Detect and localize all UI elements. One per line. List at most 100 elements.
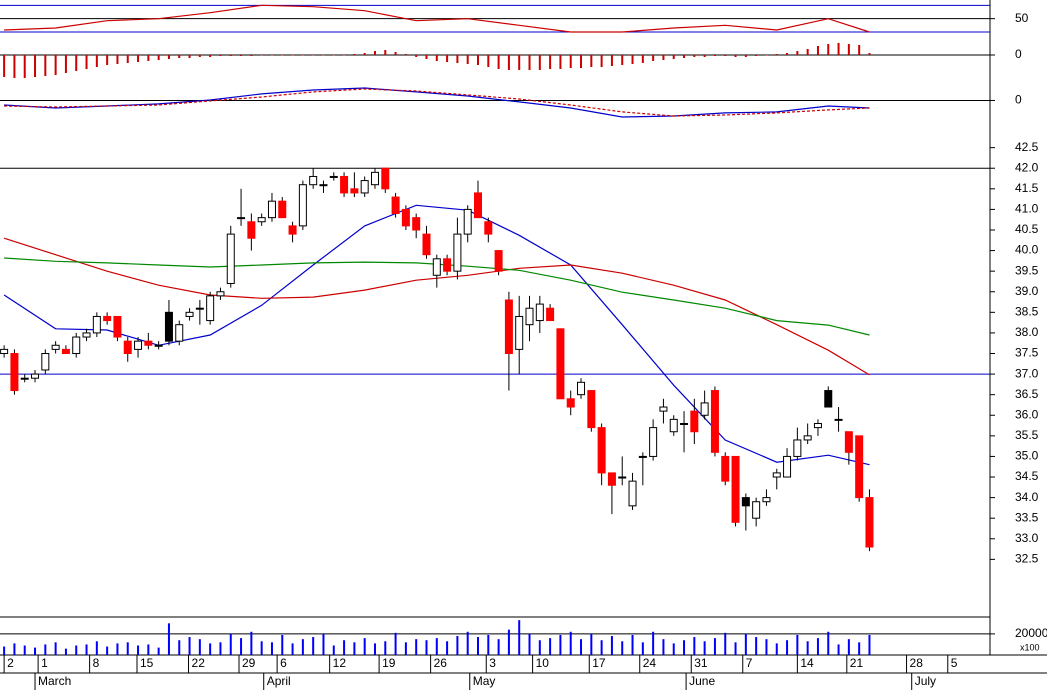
candle-body xyxy=(144,340,153,346)
bar xyxy=(260,55,263,56)
candle-body xyxy=(72,336,81,355)
bar xyxy=(95,55,98,67)
bar xyxy=(724,632,727,655)
bar xyxy=(507,629,510,655)
candle-body xyxy=(134,340,143,350)
candle-body xyxy=(844,431,853,453)
bar xyxy=(549,638,552,655)
bar xyxy=(157,647,160,655)
bar xyxy=(312,637,315,655)
bar xyxy=(373,643,376,655)
x-tick-label: 19 xyxy=(382,656,396,670)
bar xyxy=(137,55,140,62)
bar xyxy=(291,55,294,56)
indicator-line xyxy=(4,87,870,118)
x-tick-label: 3 xyxy=(489,656,496,670)
x-tick-label: 2 xyxy=(7,656,14,670)
candle-body xyxy=(762,497,771,503)
bar xyxy=(631,55,634,64)
candle-body xyxy=(443,258,452,272)
bar xyxy=(435,638,438,655)
candle-body xyxy=(690,410,699,433)
bar xyxy=(816,46,819,55)
bar xyxy=(518,55,521,70)
bar xyxy=(167,55,170,59)
candle-body xyxy=(566,398,575,408)
candle-body xyxy=(731,455,740,523)
bar xyxy=(837,43,840,55)
candle-body xyxy=(319,184,328,187)
candle-body xyxy=(31,373,40,379)
candle-body xyxy=(463,208,472,235)
bar xyxy=(198,639,201,655)
bar xyxy=(229,55,232,56)
bar xyxy=(106,646,109,655)
x-tick-label: 28 xyxy=(910,656,924,670)
candle-body xyxy=(237,217,246,220)
bar xyxy=(85,55,88,69)
month-label: March xyxy=(38,674,71,688)
candle-body xyxy=(0,348,9,355)
bar xyxy=(487,55,490,67)
x-tick-label: 10 xyxy=(536,656,550,670)
y-tick-label: 33.5 xyxy=(1015,510,1039,524)
bar xyxy=(198,55,201,57)
bar xyxy=(559,634,562,655)
x-tick-label: 8 xyxy=(93,656,100,670)
bar xyxy=(703,55,706,57)
candle-body xyxy=(298,184,307,227)
y-tick-label: 40.0 xyxy=(1015,243,1039,257)
candle-body xyxy=(195,307,204,310)
candle-body xyxy=(278,200,287,219)
bar xyxy=(487,634,490,655)
candle-body xyxy=(659,406,668,412)
bar xyxy=(538,55,541,70)
candle-body xyxy=(41,353,50,371)
bar xyxy=(34,55,37,77)
candle-body xyxy=(741,497,750,507)
bar xyxy=(847,44,850,55)
indicator-line xyxy=(3,237,870,376)
bar xyxy=(394,632,397,655)
bar xyxy=(64,648,67,655)
candle-body xyxy=(577,381,586,396)
bar xyxy=(85,644,88,655)
candle-body xyxy=(82,332,91,338)
bar xyxy=(827,631,830,655)
bar xyxy=(281,634,284,655)
y-tick-label: 38.5 xyxy=(1015,305,1039,319)
bar xyxy=(693,637,696,655)
bar xyxy=(734,55,737,57)
bar xyxy=(590,55,593,67)
candle-body xyxy=(422,233,431,256)
bar xyxy=(404,642,407,655)
candle-body xyxy=(123,340,132,355)
candle-body xyxy=(721,455,730,482)
bar xyxy=(683,640,686,655)
bar xyxy=(435,55,438,61)
x-tick-label: 26 xyxy=(434,656,448,670)
bar xyxy=(497,639,500,655)
bar xyxy=(240,55,243,56)
bar xyxy=(178,55,181,58)
bar xyxy=(796,51,799,55)
bar xyxy=(600,55,603,67)
candle-body xyxy=(587,390,596,429)
y-tick-label: 36.5 xyxy=(1015,387,1039,401)
bar xyxy=(528,55,531,70)
x-tick-label: 15 xyxy=(140,656,154,670)
bar xyxy=(683,55,686,58)
bar xyxy=(806,49,809,55)
x-tick-label: 24 xyxy=(643,656,657,670)
bar xyxy=(332,645,335,655)
y-tick-label: 35.5 xyxy=(1015,428,1039,442)
y-tick-label: 39.0 xyxy=(1015,284,1039,298)
bar xyxy=(724,55,727,56)
y-tick-label: 34.0 xyxy=(1015,490,1039,504)
bar xyxy=(219,55,222,56)
y-tick-label: 41.0 xyxy=(1015,202,1039,216)
bar xyxy=(394,52,397,55)
candle-body xyxy=(855,435,864,499)
candle-body xyxy=(793,439,802,457)
bar xyxy=(281,55,284,56)
